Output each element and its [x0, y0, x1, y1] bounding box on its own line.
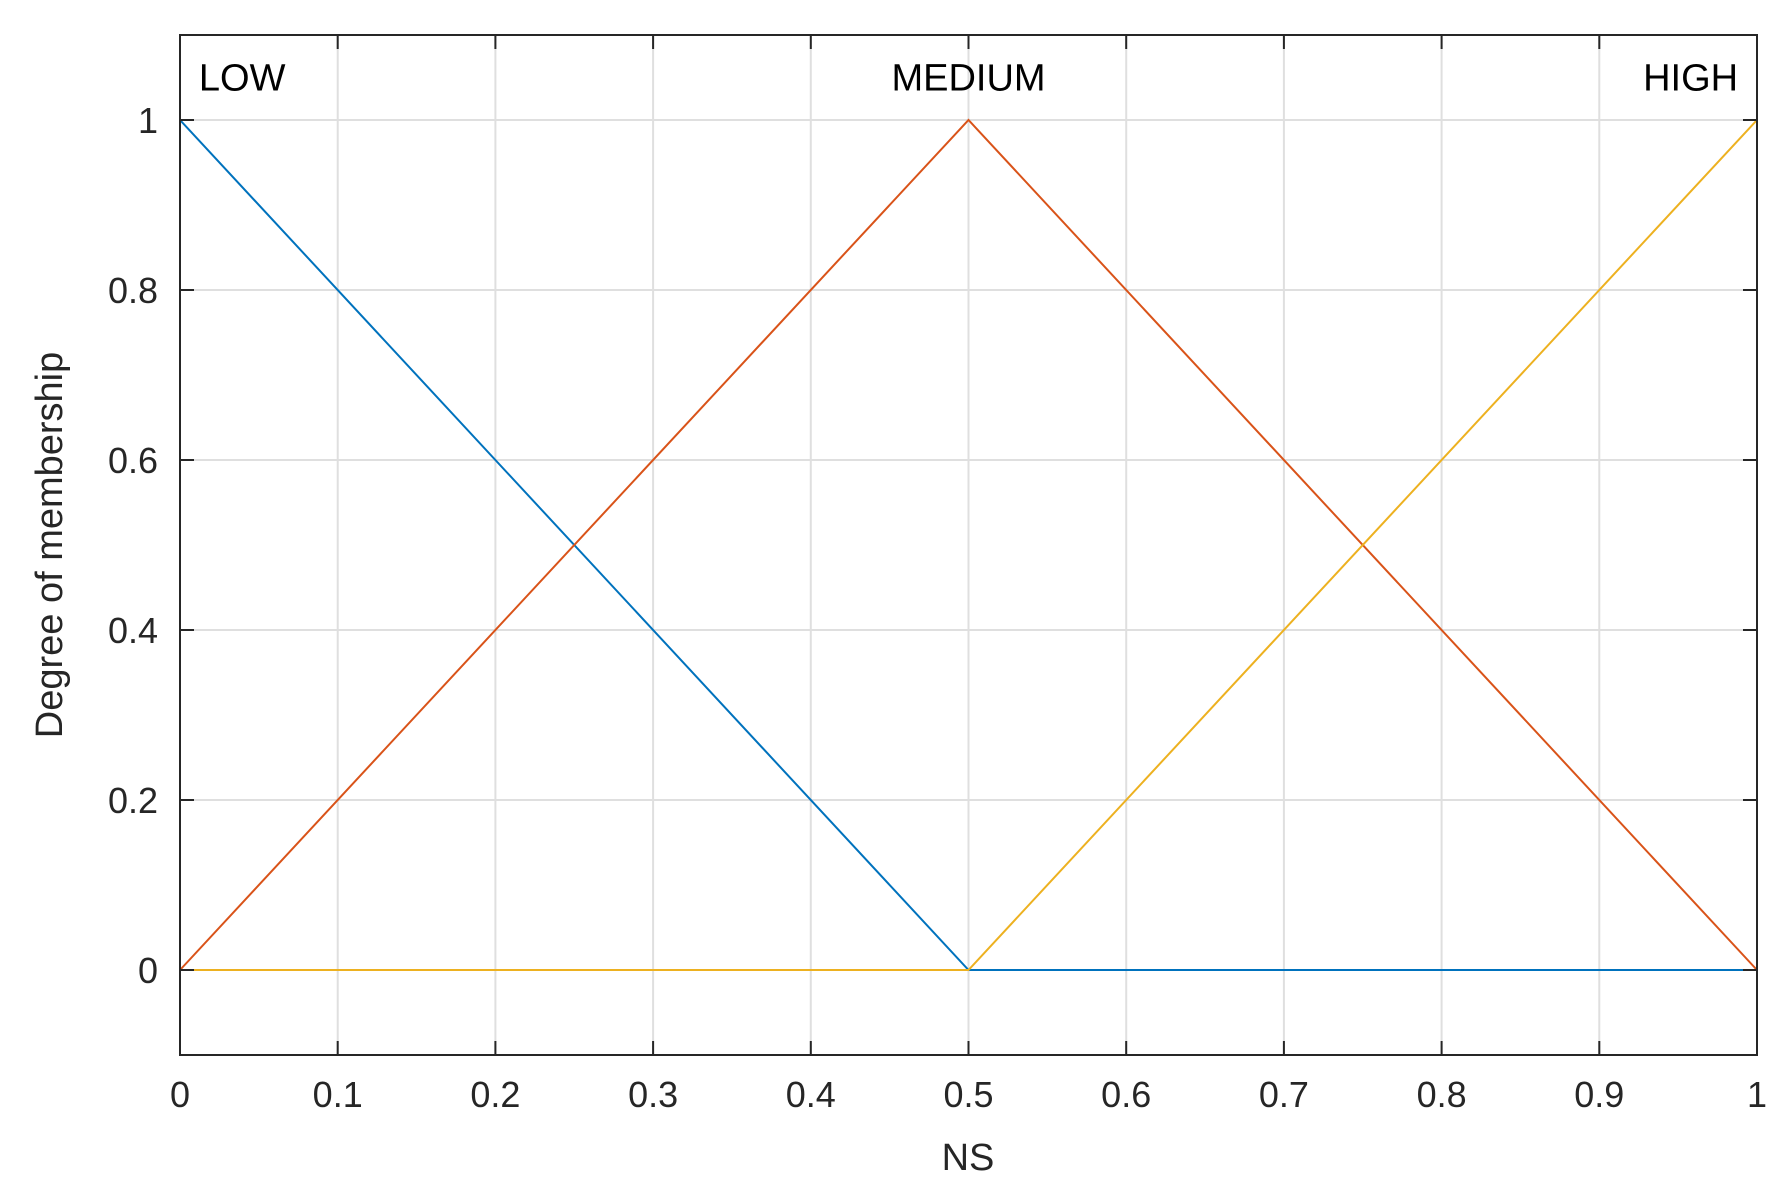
- mf-label-high: HIGH: [1643, 58, 1738, 100]
- x-tick-labels: 0 0.1 0.2 0.3 0.4 0.5 0.6 0.7 0.8 0.9 1: [170, 1074, 1767, 1115]
- series-lines: [179, 118, 1758, 971]
- y-tick-label: 0: [138, 950, 158, 991]
- mf-label-low: LOW: [199, 58, 286, 100]
- tick-marks: [179, 35, 1758, 1055]
- series-line-high: [180, 119, 1758, 971]
- x-tick-label: 0.2: [470, 1074, 520, 1115]
- series-line-medium: [179, 118, 1758, 971]
- x-tick-label: 0.1: [313, 1074, 363, 1115]
- x-tick-label: 0.3: [628, 1074, 678, 1115]
- membership-labels: LOW MEDIUM HIGH: [199, 58, 1738, 100]
- y-tick-label: 0.4: [108, 610, 158, 651]
- x-tick-label: 0.5: [943, 1074, 993, 1115]
- y-tick-label: 1: [138, 100, 158, 141]
- y-axis-title: Degree of membership: [29, 352, 71, 739]
- x-tick-label: 0.8: [1417, 1074, 1467, 1115]
- x-axis-title: NS: [942, 1137, 995, 1179]
- y-tick-label: 0.2: [108, 780, 158, 821]
- x-tick-label: 0.4: [786, 1074, 836, 1115]
- mf-label-medium: MEDIUM: [891, 58, 1045, 100]
- y-tick-label: 0.6: [108, 440, 158, 481]
- x-tick-label: 1: [1747, 1074, 1767, 1115]
- x-tick-label: 0.7: [1259, 1074, 1309, 1115]
- x-tick-label: 0.6: [1101, 1074, 1151, 1115]
- y-tick-labels: 0 0.2 0.4 0.6 0.8 1: [108, 100, 158, 991]
- x-tick-label: 0.9: [1574, 1074, 1624, 1115]
- y-tick-label: 0.8: [108, 270, 158, 311]
- x-tick-label: 0: [170, 1074, 190, 1115]
